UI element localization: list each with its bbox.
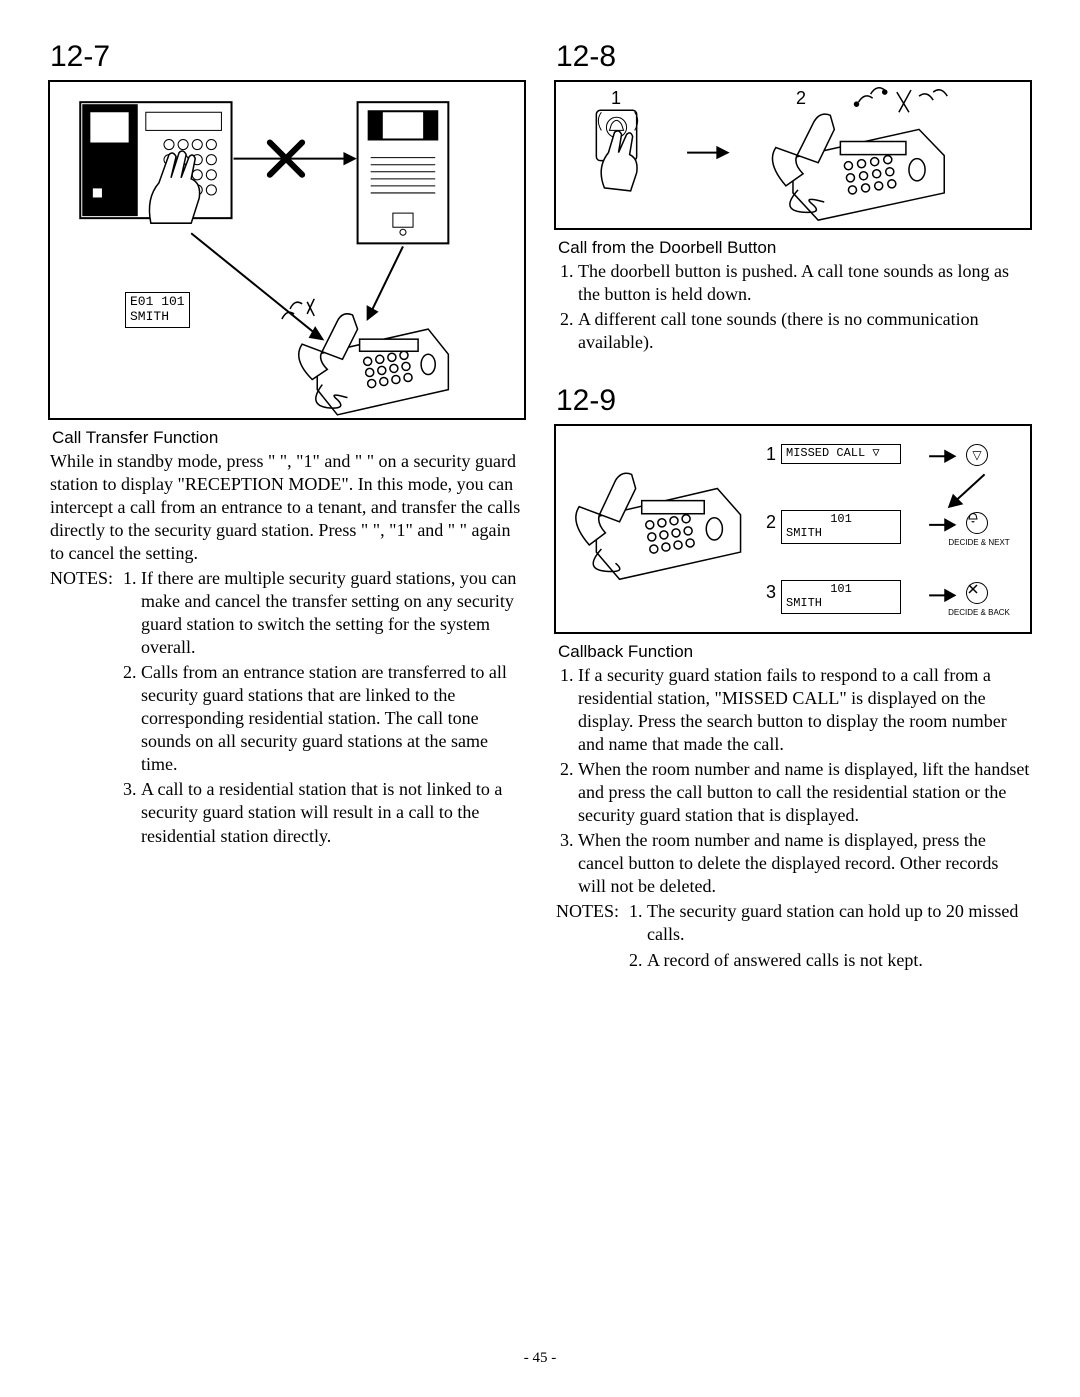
left-column: 12-7: [48, 40, 526, 1340]
figure-12-7-svg: [50, 82, 524, 425]
figure-12-8-svg: [556, 82, 1030, 233]
notes-12-7: NOTES: If there are multiple security gu…: [50, 567, 524, 849]
list-12-9: If a security guard station fails to res…: [556, 664, 1030, 898]
cancel-button-icon: [966, 582, 988, 604]
notes-label: NOTES:: [556, 900, 625, 973]
notes-list-12-7: If there are multiple security guard sta…: [119, 567, 524, 849]
two-column-layout: 12-7: [48, 40, 1032, 1340]
section-number-12-9: 12-9: [556, 384, 1032, 418]
list-item: When the room number and name is display…: [578, 829, 1030, 898]
section-number-12-8: 12-8: [556, 40, 1032, 74]
call-button-icon: [966, 512, 988, 534]
paragraph-call-transfer: While in standby mode, press " ", "1" an…: [50, 450, 524, 565]
notes-list-12-9: The security guard station can hold up t…: [625, 900, 1030, 973]
lcd-missed-call: MISSED CALL ▽: [781, 444, 901, 464]
page-number: - 45 -: [48, 1340, 1032, 1367]
subtitle-doorbell: Call from the Doorbell Button: [558, 238, 1032, 258]
caption-decide-next: DECIDE & NEXT: [944, 538, 1014, 547]
section-number-12-7: 12-7: [50, 40, 526, 74]
search-down-button-icon: ▽: [966, 444, 988, 466]
right-column: 12-8 1 2: [554, 40, 1032, 1340]
subtitle-callback: Callback Function: [558, 642, 1032, 662]
list-item: A different call tone sounds (there is n…: [578, 308, 1030, 354]
lcd-room-3: 101 SMITH: [781, 580, 901, 614]
figure-12-9: 1 MISSED CALL ▽ ▽ 2 101 SMITH DECIDE & N…: [554, 424, 1032, 634]
notes-12-9: NOTES: The security guard station can ho…: [556, 900, 1030, 973]
caption-decide-back: DECIDE & BACK: [944, 608, 1014, 617]
step-2-label: 2: [766, 512, 776, 533]
figure-12-7: E01 101 SMITH: [48, 80, 526, 420]
manual-page: 12-7: [0, 0, 1080, 1397]
step-1-label: 1: [766, 444, 776, 465]
subtitle-call-transfer: Call Transfer Function: [52, 428, 526, 448]
note-item: The security guard station can hold up t…: [647, 900, 1030, 946]
list-item: If a security guard station fails to res…: [578, 664, 1030, 756]
note-item: Calls from an entrance station are trans…: [141, 661, 524, 776]
list-item: When the room number and name is display…: [578, 758, 1030, 827]
list-12-8: The doorbell button is pushed. A call to…: [556, 260, 1030, 354]
note-item: A record of answered calls is not kept.: [647, 949, 1030, 972]
notes-label: NOTES:: [50, 567, 119, 849]
step-3-label: 3: [766, 582, 776, 603]
lcd-room-2: 101 SMITH: [781, 510, 901, 544]
list-item: The doorbell button is pushed. A call to…: [578, 260, 1030, 306]
figure-12-7-lcd: E01 101 SMITH: [125, 292, 190, 328]
note-item: If there are multiple security guard sta…: [141, 567, 524, 659]
figure-12-8: 1 2: [554, 80, 1032, 230]
note-item: A call to a residential station that is …: [141, 778, 524, 847]
